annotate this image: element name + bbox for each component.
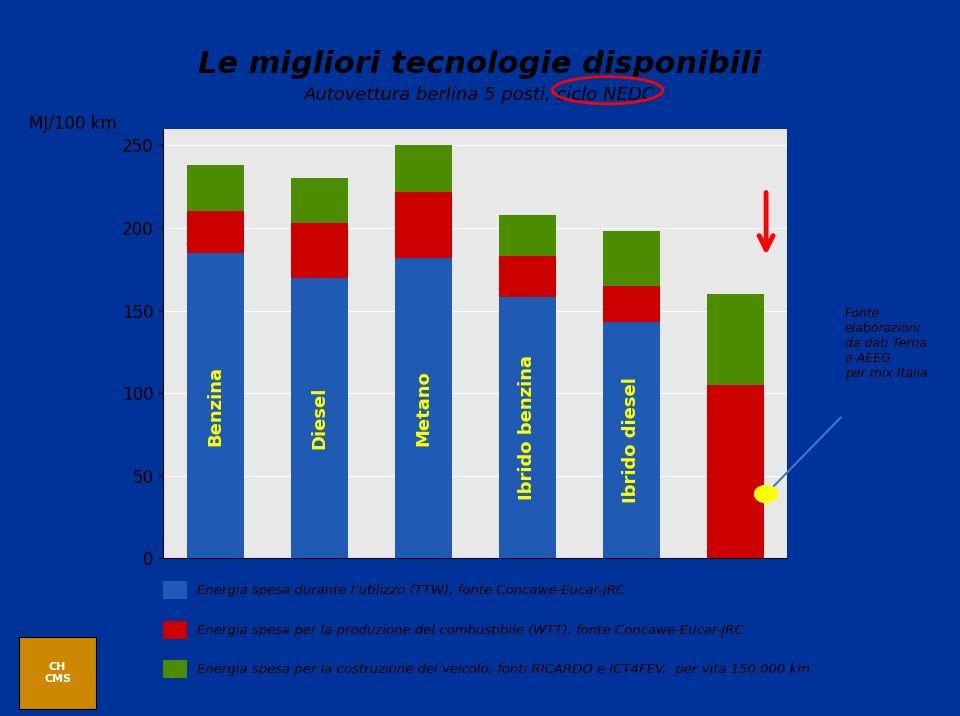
Bar: [498, 297, 556, 558]
Text: CH
CMS: CH CMS: [44, 662, 71, 684]
Bar: [291, 223, 348, 278]
Bar: [395, 258, 452, 558]
Bar: [186, 253, 244, 558]
Text: Batteria: Batteria: [726, 430, 744, 513]
Bar: [395, 192, 452, 258]
Text: MJ/100 km: MJ/100 km: [29, 115, 116, 133]
Bar: [603, 231, 660, 286]
Bar: [186, 165, 244, 211]
Text: Energia spesa per la produzione del combustibile (WTT), fonte Concawe-Eucar-JRC: Energia spesa per la produzione del comb…: [197, 624, 744, 637]
Bar: [603, 286, 660, 322]
Text: Energia spesa durante l’utilizzo (TTW), fonte Concawe-Eucar-JRC: Energia spesa durante l’utilizzo (TTW), …: [197, 584, 625, 597]
Text: Fonte:
elaborazioni
da dati Terna
e AEEG
per mix Italia: Fonte: elaborazioni da dati Terna e AEEG…: [845, 307, 927, 380]
Text: Benzina: Benzina: [206, 366, 225, 445]
Text: Ibrido diesel: Ibrido diesel: [622, 377, 640, 503]
Text: Ibrido benzina: Ibrido benzina: [518, 355, 537, 500]
Bar: [291, 278, 348, 558]
Text: Metano: Metano: [414, 370, 432, 446]
Text: Diesel: Diesel: [310, 387, 328, 449]
Bar: [498, 256, 556, 297]
Text: Autovettura berlina 5 posti, ciclo NEDC: Autovettura berlina 5 posti, ciclo NEDC: [304, 86, 656, 104]
Text: Energia spesa per la costruzione del veicolo, fonti RICARDO e ICT4FEV,  per vita: Energia spesa per la costruzione del vei…: [197, 663, 810, 676]
Bar: [707, 385, 764, 558]
Bar: [498, 215, 556, 256]
Bar: [707, 294, 764, 385]
Bar: [291, 178, 348, 223]
Bar: [186, 211, 244, 253]
Bar: [395, 145, 452, 192]
Bar: [603, 322, 660, 558]
Text: Le migliori tecnologie disponibili: Le migliori tecnologie disponibili: [199, 50, 761, 79]
